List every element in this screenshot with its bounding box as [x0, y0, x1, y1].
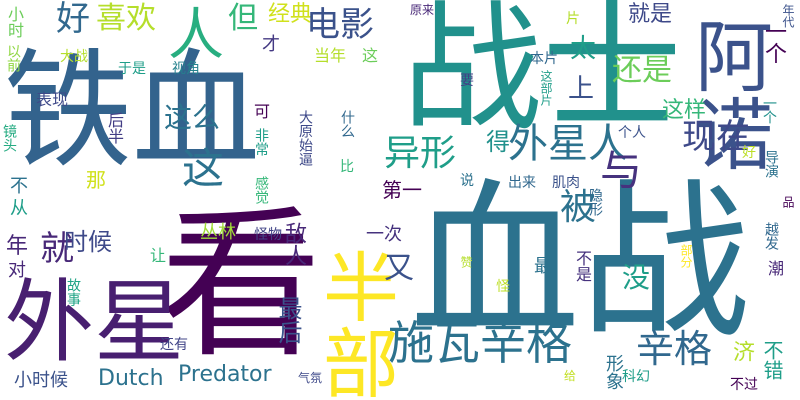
word: 后半: [105, 112, 124, 144]
word: 气氛: [298, 371, 323, 385]
word: 个人: [618, 125, 646, 141]
word: 施瓦辛格: [388, 316, 572, 370]
word: 这: [362, 46, 379, 65]
word: 小时: [5, 6, 24, 38]
word: 外星人: [508, 121, 628, 167]
word: 敌人: [281, 222, 306, 266]
word: 肌肉: [552, 175, 580, 191]
word: 但: [228, 1, 258, 36]
word: 给: [564, 369, 577, 383]
word: 最后: [274, 296, 302, 344]
word: 第一: [382, 178, 422, 202]
word: 不: [10, 176, 28, 197]
word: 不是: [573, 250, 592, 282]
word: 怪物: [254, 227, 282, 243]
word: 赞: [459, 256, 473, 268]
word: 济: [729, 340, 754, 362]
word: 镜头: [1, 124, 17, 152]
word: 那: [86, 168, 106, 192]
word: 被: [560, 187, 597, 228]
word: 什么: [339, 110, 355, 138]
word: 没: [622, 261, 651, 294]
word: 经典: [268, 2, 313, 27]
word: 导演: [763, 150, 779, 178]
word: 丛林: [200, 222, 236, 243]
word: 异形: [384, 133, 457, 174]
word: 这么: [164, 101, 221, 134]
word: 一次: [366, 224, 402, 245]
word: 部分: [679, 244, 693, 268]
word: 大战: [60, 49, 88, 65]
word: 阿诺: [682, 16, 772, 172]
word: 大原始逼: [297, 110, 313, 166]
word: 出来: [508, 175, 536, 191]
word: 又: [384, 251, 414, 286]
word: 就是: [628, 2, 673, 27]
word: 越发: [763, 222, 779, 250]
word: 还是: [612, 53, 672, 88]
word: 可: [254, 102, 271, 121]
word: 年代: [781, 4, 795, 28]
word: 说: [460, 173, 474, 189]
word: 辛格: [636, 327, 713, 371]
word: 不错: [760, 340, 784, 380]
word: 当年: [314, 46, 347, 65]
word: 还有: [160, 337, 188, 353]
word: 非常: [253, 128, 269, 156]
word: 半部: [310, 248, 399, 400]
word: 人: [168, 3, 224, 68]
word: 从: [10, 198, 28, 219]
word: 好: [56, 0, 90, 39]
word: 视角: [172, 61, 200, 77]
word: 形象: [603, 354, 624, 390]
word: 于是: [118, 61, 146, 77]
word: 喜欢: [96, 1, 156, 36]
word: 片: [566, 11, 580, 27]
word: 血战: [410, 164, 751, 362]
word: 让: [150, 246, 167, 265]
word: 一个: [761, 96, 777, 124]
word: 这: [182, 144, 225, 193]
word: 最: [534, 256, 552, 277]
word: 表现: [36, 90, 69, 109]
word: 故事: [65, 278, 81, 306]
word: Predator: [178, 362, 272, 387]
word: 原来: [410, 3, 435, 17]
word: 战士: [402, 0, 683, 151]
word: 与: [600, 146, 643, 195]
word: 好: [742, 145, 756, 161]
word: 这样: [662, 98, 707, 123]
word: 对: [8, 260, 26, 281]
word: 本片: [530, 51, 558, 67]
word: 看: [160, 192, 322, 380]
word: 这部片: [539, 70, 553, 106]
word: 不过: [730, 377, 758, 393]
word: 太: [570, 34, 597, 64]
word: 才: [262, 34, 280, 55]
word: 比: [340, 159, 354, 175]
word: 就: [40, 229, 74, 269]
word: 隐形: [587, 188, 603, 216]
word: 得: [486, 128, 510, 156]
word: 小时候: [14, 370, 68, 391]
word: 怪: [496, 279, 510, 295]
word: 潮: [765, 260, 784, 276]
word: 科幻: [622, 369, 650, 385]
word: 一个: [761, 20, 786, 64]
word: 品: [781, 196, 795, 208]
word: 现在: [682, 117, 750, 157]
word: Dutch: [98, 366, 164, 391]
word: 时候: [64, 228, 112, 256]
word: 外星: [4, 270, 184, 375]
word: 年: [6, 234, 29, 259]
word: 上: [568, 74, 595, 104]
word: 要: [460, 73, 474, 89]
word: 以前: [5, 44, 21, 72]
word: 感觉: [253, 176, 269, 204]
word: 电影: [306, 5, 374, 45]
word: 铁血: [4, 37, 261, 186]
